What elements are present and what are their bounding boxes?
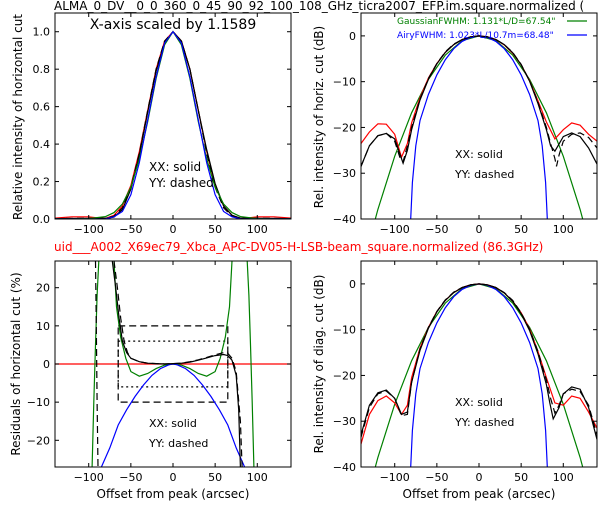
series-group (55, 30, 291, 219)
x-tick-label: 0 (170, 223, 177, 236)
y-tick-label: −40 (333, 213, 356, 226)
y-tick-label: −40 (333, 461, 356, 474)
xx-annotation: XX: solid (455, 148, 503, 161)
y-axis-label: Residuals of horizontal cut (%) (9, 272, 23, 455)
y-tick-label: 0.0 (33, 213, 51, 226)
x-tick-label: −50 (119, 223, 142, 236)
y-tick-label: 0.6 (33, 101, 51, 114)
y-tick-label: −10 (27, 396, 50, 409)
series-line (361, 283, 597, 438)
x-tick-label: −100 (380, 471, 410, 484)
x-tick-label: 100 (247, 223, 268, 236)
legend-gaussian: GaussianFWHM: 1.131*L/D=67.54" (397, 17, 555, 27)
x-tick-label: −100 (380, 223, 410, 236)
series-line (55, 30, 291, 219)
x-tick-label: −50 (119, 471, 142, 484)
x-tick-label: 100 (247, 471, 268, 484)
plot-frame (360, 260, 598, 468)
series-line (55, 30, 291, 219)
legend-airy: AiryFWHM: 1.023*L/10.7m=68.48" (397, 31, 554, 41)
series-line (246, 261, 255, 467)
y-tick-label: −10 (333, 76, 356, 89)
series-group (361, 35, 597, 219)
plot-area: −100 −50 0 50 100 0.0 0.2 0.4 0.6 0.8 1.0 (33, 12, 292, 236)
plot-frame (360, 12, 598, 220)
series-line (55, 30, 291, 219)
y-tick-label: −20 (27, 434, 50, 447)
y-tick-label: 0.4 (33, 138, 51, 151)
series-line (117, 325, 229, 403)
y-tick-label: −30 (333, 415, 356, 428)
y-axis-label: Rel. intensity of horiz. cut (dB) (312, 26, 326, 208)
y-tick-label: 10 (36, 320, 50, 333)
x-tick-label: −100 (74, 223, 104, 236)
series-line (113, 261, 243, 467)
top-title: ALMA_0_DV__0_0_360_0_45_90_92_100_108_GH… (54, 0, 584, 13)
y-tick-label: −10 (333, 324, 356, 337)
series-line (55, 30, 291, 219)
series-group (361, 283, 597, 467)
x-tick-label: 50 (208, 471, 222, 484)
y-axis-label: Relative intensity of horizontal cut (11, 14, 25, 220)
scale-annotation: X-axis scaled by 1.1589 (90, 17, 256, 33)
x-tick-label: 100 (553, 471, 574, 484)
series-line (55, 30, 291, 219)
yy-annotation: YY: dashed (454, 416, 514, 429)
y-tick-label: 0 (43, 358, 50, 371)
y-tick-label: 0 (349, 30, 356, 43)
series-line (100, 363, 246, 467)
y-tick-label: −30 (333, 167, 356, 180)
series-line (410, 35, 548, 219)
mid-title: uid___A002_X69ec79_Xbca_APC-DV05-H-LSB-b… (54, 240, 543, 254)
series-line (410, 283, 548, 467)
x-tick-label: 0 (476, 471, 483, 484)
plot-area: −100 −50 0 50 100 0 −10 −20 −30 −40 (333, 260, 598, 484)
y-tick-label: −20 (333, 369, 356, 382)
xx-annotation: XX: solid (455, 396, 503, 409)
series-line (91, 261, 100, 467)
panel-2: −100 −50 0 50 100 0 −10 −20 −30 −40 Rel. intensit… (312, 12, 598, 236)
y-tick-label: 0.8 (33, 63, 51, 76)
y-tick-label: 0 (349, 278, 356, 291)
plot-area: −100 −50 0 50 100 0 −10 −20 −30 −40 (333, 12, 598, 236)
x-axis-label: Offset from peak (arcsec) (97, 487, 250, 501)
series-line (361, 35, 597, 167)
series-group (55, 261, 291, 467)
panel-1: −100 −50 0 50 100 0.0 0.2 0.4 0.6 0.8 1.0 Relative… (11, 12, 292, 236)
x-tick-label: 50 (514, 223, 528, 236)
yy-annotation: YY: dashed (454, 168, 514, 181)
x-tick-label: 100 (553, 223, 574, 236)
y-tick-label: 1.0 (33, 26, 51, 39)
x-tick-label: 50 (514, 471, 528, 484)
xx-annotation: XX: solid (149, 417, 197, 430)
panel-4: −100 −50 0 50 100 0 −10 −20 −30 −40 Rel. intensit… (312, 260, 598, 501)
x-tick-label: 0 (170, 471, 177, 484)
x-tick-label: 0 (476, 223, 483, 236)
x-tick-label: 50 (208, 223, 222, 236)
xx-annotation: XX: solid (149, 160, 201, 174)
x-tick-label: −100 (74, 471, 104, 484)
yy-annotation: YY: dashed (148, 176, 214, 190)
x-tick-label: −50 (425, 223, 448, 236)
x-tick-label: −50 (425, 471, 448, 484)
y-tick-label: 0.2 (33, 176, 51, 189)
y-tick-label: −20 (333, 121, 356, 134)
y-tick-label: 20 (36, 282, 50, 295)
x-axis-label: Offset from peak (arcsec) (403, 487, 556, 501)
yy-annotation: YY: dashed (148, 437, 208, 450)
series-line (94, 261, 99, 467)
y-axis-label: Rel. intensity of diag. cut (dB) (312, 275, 326, 454)
